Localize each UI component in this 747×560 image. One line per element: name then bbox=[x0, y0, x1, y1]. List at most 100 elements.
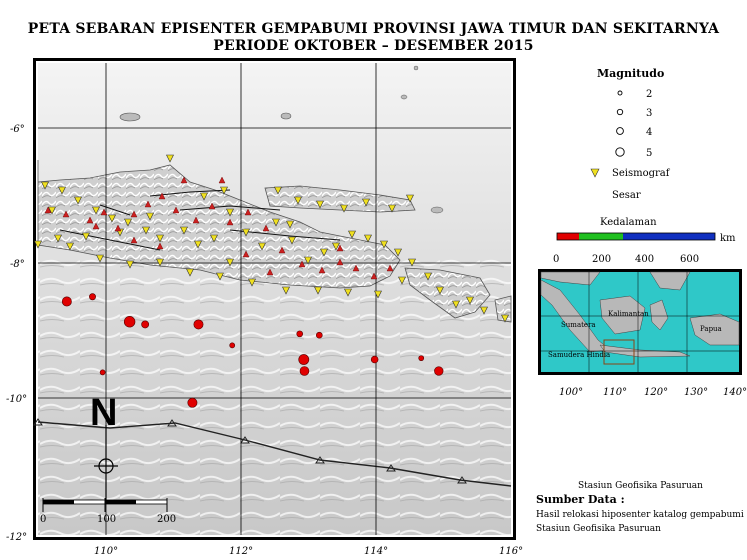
inset-label: Samudera Hindia bbox=[548, 351, 610, 359]
earthquake-triangle bbox=[156, 242, 164, 250]
earthquake-triangle bbox=[100, 208, 108, 216]
earthquake-triangle bbox=[158, 192, 166, 200]
earthquake-triangles bbox=[44, 176, 394, 280]
epicenters bbox=[61, 293, 444, 408]
epicenter-marker bbox=[123, 316, 136, 328]
epicenter-marker bbox=[296, 330, 304, 338]
trench-teeth bbox=[33, 418, 467, 484]
lat-tick: -10° bbox=[6, 394, 27, 405]
scale-bar bbox=[42, 498, 168, 512]
seismograph-marker bbox=[54, 234, 62, 243]
depth-bar-blue bbox=[623, 233, 715, 240]
seismograph-marker bbox=[126, 260, 134, 269]
seismograph-marker bbox=[340, 204, 348, 213]
seismograph-marker bbox=[362, 198, 370, 207]
earthquake-triangle bbox=[318, 266, 326, 274]
seismograph-marker bbox=[466, 296, 474, 305]
earthquake-triangle bbox=[262, 224, 270, 232]
seismograph-marker bbox=[380, 240, 388, 249]
seismograph-marker bbox=[210, 234, 218, 243]
seismograph-marker bbox=[92, 206, 100, 215]
depth-tick: 400 bbox=[635, 254, 654, 265]
seismograph-legend-label: Seismograf bbox=[612, 168, 671, 179]
earthquake-triangle bbox=[130, 210, 138, 218]
seismograph-marker bbox=[258, 242, 266, 251]
earthquake-triangle bbox=[244, 208, 252, 216]
seismograph-marker bbox=[180, 226, 188, 235]
seismograph-marker bbox=[332, 242, 340, 251]
seismograph-marker bbox=[220, 186, 228, 195]
seismograph-marker bbox=[41, 181, 49, 190]
scale-tick: 100 bbox=[97, 514, 116, 525]
lon-tick: 110° bbox=[94, 546, 118, 557]
inset-map bbox=[538, 269, 742, 375]
seismograph-marker bbox=[408, 258, 416, 267]
epicenter-marker bbox=[418, 355, 425, 362]
seismograph-marker bbox=[194, 240, 202, 249]
seismograph-marker bbox=[124, 218, 132, 227]
scale-tick: 200 bbox=[157, 514, 176, 525]
inset-lon-tick: 140° bbox=[723, 387, 747, 398]
fault-lines bbox=[59, 189, 341, 251]
seismograph-marker bbox=[394, 248, 402, 257]
seismograph-marker bbox=[316, 200, 324, 209]
seismograph-marker bbox=[294, 196, 302, 205]
seismograph-marker bbox=[374, 290, 382, 299]
earthquake-triangle bbox=[352, 264, 360, 272]
bali-island bbox=[404, 267, 491, 319]
epicenter-marker bbox=[299, 366, 310, 376]
fault-legend-label: Sesar bbox=[612, 190, 641, 201]
inset-label: Papua bbox=[700, 325, 722, 333]
seismograph-marker bbox=[216, 272, 224, 281]
seismograph-marker bbox=[348, 230, 356, 239]
epicenter-marker bbox=[141, 320, 150, 329]
islet bbox=[400, 94, 408, 100]
earthquake-triangle bbox=[92, 222, 100, 230]
seismograph-marker bbox=[200, 192, 208, 201]
epicenter-marker bbox=[89, 293, 96, 301]
java-island bbox=[37, 160, 401, 289]
inset-label: Sumatera bbox=[561, 321, 596, 329]
madura-island bbox=[264, 185, 416, 213]
lon-tick: 116° bbox=[499, 546, 523, 557]
source-title: Sumber Data : bbox=[536, 493, 625, 506]
seismograph-marker bbox=[156, 234, 164, 243]
depth-bar-green bbox=[579, 233, 623, 240]
seismograph-marker bbox=[282, 286, 290, 295]
seismograph-marker bbox=[186, 268, 194, 277]
seismograph-marker bbox=[248, 278, 256, 287]
inset-lon-tick: 110° bbox=[603, 387, 627, 398]
seismograph-marker bbox=[242, 228, 250, 237]
inset-lon-tick: 100° bbox=[559, 387, 583, 398]
earthquake-triangle bbox=[298, 260, 306, 268]
epicenter-marker bbox=[187, 397, 198, 408]
seismograph-marker bbox=[314, 286, 322, 295]
earthquake-triangle bbox=[172, 206, 180, 214]
lat-tick: -12° bbox=[6, 532, 27, 543]
islet bbox=[413, 65, 419, 71]
earthquake-triangle bbox=[226, 218, 234, 226]
depth-tick: 600 bbox=[680, 254, 699, 265]
epicenter-marker bbox=[315, 331, 323, 339]
seismograph-marker bbox=[274, 186, 282, 195]
seismograph-legend-icon bbox=[590, 168, 600, 178]
north-arrow-icon bbox=[94, 425, 118, 502]
lat-tick: -8° bbox=[10, 259, 25, 270]
earthquake-triangle bbox=[86, 216, 94, 224]
earthquake-triangle bbox=[180, 176, 188, 184]
seismograph-marker bbox=[320, 248, 328, 257]
earthquake-triangle bbox=[130, 236, 138, 244]
seismograph-marker bbox=[288, 236, 296, 245]
seismograph-marker bbox=[146, 212, 154, 221]
epicenter-marker bbox=[229, 342, 236, 349]
seismograph-marker bbox=[398, 276, 406, 285]
seismograph-marker bbox=[34, 240, 42, 249]
subduction-trench bbox=[37, 421, 512, 487]
station-credit: Stasiun Geofisika Pasuruan bbox=[578, 481, 703, 491]
earthquake-triangle bbox=[62, 210, 70, 218]
source-line: Stasiun Geofisika Pasuruan bbox=[536, 524, 661, 534]
magnitude-legend-title: Magnitudo bbox=[597, 67, 664, 80]
seismograph-marker bbox=[272, 218, 280, 227]
north-arrow-label: N bbox=[90, 392, 117, 434]
